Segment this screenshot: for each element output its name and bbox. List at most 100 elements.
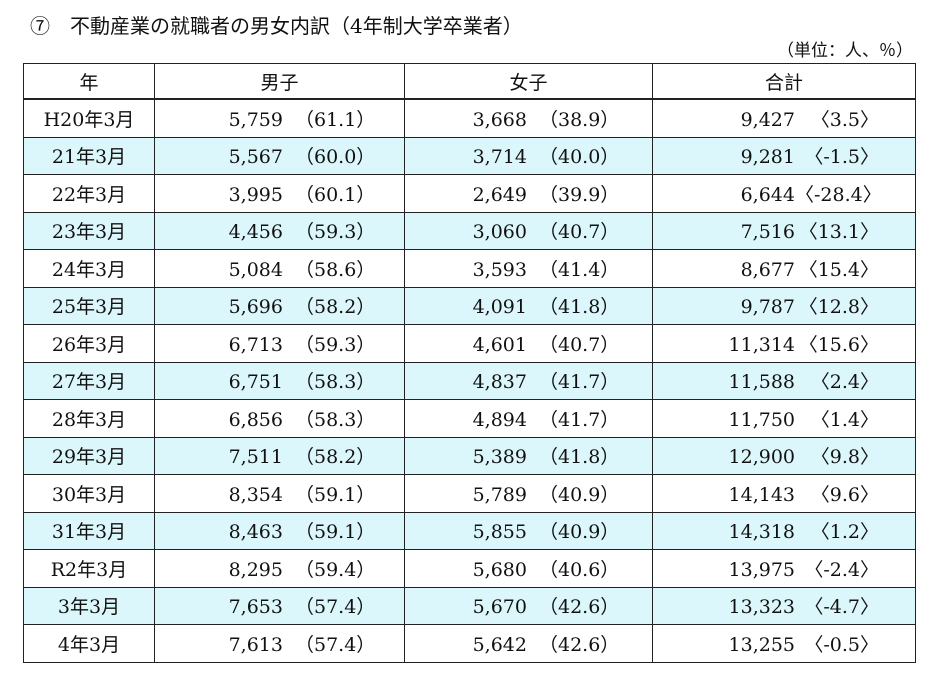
total-change: 〈9.6〉 <box>810 483 879 506</box>
female-cell: 4,601 （40.7） <box>404 324 653 363</box>
year-label: H20年3月 <box>43 108 135 131</box>
male-percent: （59.3） <box>295 221 376 244</box>
female-count: 5,642 <box>472 633 527 656</box>
male-cell: 5,084 （58.6） <box>154 249 405 288</box>
total-count: 12,900 <box>728 446 795 469</box>
table-row: 30年3月 8,354 （59.1） 5,789 （40.9） 14,143 〈9.6〉 <box>23 474 916 513</box>
total-change: 〈12.8〉 <box>798 296 879 319</box>
total-cell: 11,588 〈2.4〉 <box>652 361 916 400</box>
female-cell: 5,789 （40.9） <box>404 474 653 513</box>
female-cell: 3,060 （40.7） <box>404 211 653 250</box>
header-male: 男子 <box>154 63 405 100</box>
total-cell: 9,787 〈12.8〉 <box>652 286 916 325</box>
year-cell: 3年3月 <box>23 586 155 625</box>
female-percent: （38.9） <box>539 108 620 131</box>
female-percent: （40.9） <box>539 483 620 506</box>
male-percent: （57.4） <box>295 633 376 656</box>
total-count: 11,750 <box>728 408 795 431</box>
female-cell: 5,855 （40.9） <box>404 511 653 550</box>
female-count: 4,894 <box>472 408 527 431</box>
total-cell: 13,975 〈-2.4〉 <box>652 549 916 588</box>
total-cell: 9,281 〈-1.5〉 <box>652 136 916 175</box>
female-cell: 5,670 （42.6） <box>404 586 653 625</box>
table-row: 3年3月 7,653 （57.4） 5,670 （42.6） 13,323 〈-4.7〉 <box>23 586 916 625</box>
page-title: ⑦ 不動産業の就職者の男女内訳（4年制大学卒業者） <box>30 14 523 38</box>
male-count: 5,084 <box>228 258 283 281</box>
female-count: 3,060 <box>472 221 527 244</box>
female-percent: （41.7） <box>539 408 620 431</box>
female-count: 3,714 <box>472 146 527 169</box>
male-cell: 7,653 （57.4） <box>154 586 405 625</box>
female-count: 5,680 <box>472 558 527 581</box>
male-percent: （59.1） <box>295 483 376 506</box>
female-cell: 3,714 （40.0） <box>404 136 653 175</box>
total-change: 〈2.4〉 <box>810 371 879 394</box>
total-cell: 14,318 〈1.2〉 <box>652 511 916 550</box>
male-count: 7,511 <box>228 446 283 469</box>
year-cell: 21年3月 <box>23 136 155 175</box>
female-percent: （41.8） <box>539 446 620 469</box>
total-count: 13,255 <box>728 633 795 656</box>
table-row: 4年3月 7,613 （57.4） 5,642 （42.6） 13,255 〈-0.5〉 <box>23 624 916 663</box>
year-label: 28年3月 <box>51 408 127 431</box>
table-row: 28年3月 6,856 （58.3） 4,894 （41.7） 11,750 〈1.4〉 <box>23 399 916 438</box>
female-percent: （40.7） <box>539 333 620 356</box>
female-percent: （42.6） <box>539 633 620 656</box>
female-percent: （40.6） <box>539 558 620 581</box>
male-percent: （57.4） <box>295 596 376 619</box>
male-percent: （58.6） <box>295 258 376 281</box>
female-cell: 5,680 （40.6） <box>404 549 653 588</box>
male-percent: （60.0） <box>295 146 376 169</box>
female-count: 5,789 <box>472 483 527 506</box>
year-label: 4年3月 <box>57 633 121 656</box>
male-cell: 5,567 （60.0） <box>154 136 405 175</box>
male-percent: （61.1） <box>295 108 376 131</box>
male-cell: 3,995 （60.1） <box>154 174 405 213</box>
employment-table: 年 男子 女子 合計 H20年3月 5,759 （61.1） 3,668 （38.9） 9… <box>23 63 916 663</box>
female-cell: 4,837 （41.7） <box>404 361 653 400</box>
male-count: 6,856 <box>228 408 283 431</box>
male-count: 7,653 <box>228 596 283 619</box>
table-row: 26年3月 6,713 （59.3） 4,601 （40.7） 11,314 〈15.6〉 <box>23 324 916 363</box>
total-change: 〈-2.4〉 <box>804 558 879 581</box>
total-change: 〈1.4〉 <box>810 408 879 431</box>
year-cell: 30年3月 <box>23 474 155 513</box>
male-count: 5,759 <box>228 108 283 131</box>
year-cell: R2年3月 <box>23 549 155 588</box>
male-count: 7,613 <box>228 633 283 656</box>
year-label: 30年3月 <box>51 483 127 506</box>
female-cell: 3,593 （41.4） <box>404 249 653 288</box>
unit-note: （単位：人、％） <box>777 41 913 61</box>
female-percent: （40.0） <box>539 146 620 169</box>
female-percent: （41.4） <box>539 258 620 281</box>
year-cell: 23年3月 <box>23 211 155 250</box>
male-cell: 7,511 （58.2） <box>154 436 405 475</box>
table-row: 23年3月 4,456 （59.3） 3,060 （40.7） 7,516 〈13.1〉 <box>23 211 916 250</box>
male-percent: （59.3） <box>295 333 376 356</box>
year-label: 31年3月 <box>51 521 127 544</box>
table-row: R2年3月 8,295 （59.4） 5,680 （40.6） 13,975 〈-2.4〉 <box>23 549 916 588</box>
year-cell: 25年3月 <box>23 286 155 325</box>
year-cell: 31年3月 <box>23 511 155 550</box>
total-count: 9,787 <box>740 296 795 319</box>
male-count: 6,751 <box>228 371 283 394</box>
male-cell: 5,759 （61.1） <box>154 98 405 138</box>
table-row: 21年3月 5,567 （60.0） 3,714 （40.0） 9,281 〈-1.5〉 <box>23 136 916 175</box>
year-cell: 26年3月 <box>23 324 155 363</box>
table-row: 31年3月 8,463 （59.1） 5,855 （40.9） 14,318 〈1.2〉 <box>23 511 916 550</box>
total-change: 〈-28.4〉 <box>795 183 882 206</box>
total-count: 11,314 <box>728 333 795 356</box>
total-change: 〈13.1〉 <box>798 221 879 244</box>
table-header-row: 年 男子 女子 合計 <box>23 63 916 100</box>
year-cell: H20年3月 <box>23 98 155 138</box>
total-change: 〈3.5〉 <box>810 108 879 131</box>
total-cell: 7,516 〈13.1〉 <box>652 211 916 250</box>
total-cell: 11,314 〈15.6〉 <box>652 324 916 363</box>
female-count: 3,668 <box>472 108 527 131</box>
male-percent: （58.3） <box>295 371 376 394</box>
male-cell: 8,463 （59.1） <box>154 511 405 550</box>
female-percent: （40.9） <box>539 521 620 544</box>
female-cell: 3,668 （38.9） <box>404 98 653 138</box>
total-count: 14,318 <box>728 521 795 544</box>
table-row: 29年3月 7,511 （58.2） 5,389 （41.8） 12,900 〈9.8〉 <box>23 436 916 475</box>
